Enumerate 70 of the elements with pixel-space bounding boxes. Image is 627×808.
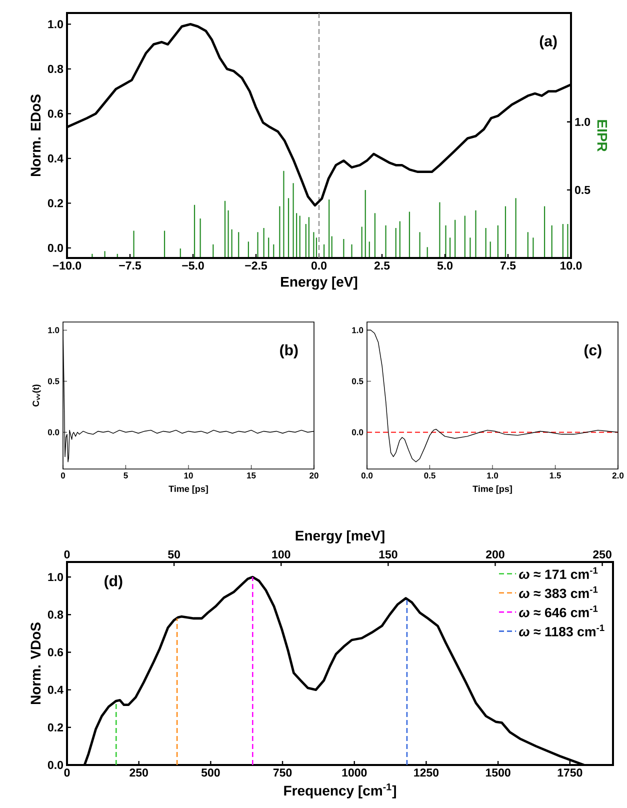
x-axis-title: Time [ps]	[168, 485, 208, 494]
x2-tick-label: 100	[272, 550, 290, 558]
x-tick-label: 250	[130, 768, 148, 777]
y2-axis-title: EIPR	[597, 120, 607, 152]
x-tick-label: 750	[273, 768, 292, 777]
x-tick-label: 5	[124, 472, 128, 478]
annotation: (c)	[584, 344, 602, 358]
x-tick-label: 10	[184, 472, 193, 479]
x2-axis-title: Energy [meV]	[296, 530, 384, 544]
annotation: (a)	[540, 35, 557, 50]
x-tick-label: 1000	[342, 768, 367, 777]
x-tick-label: 1.0	[487, 472, 498, 479]
y-tick-label: 0.4	[48, 154, 64, 162]
y-tick-label: 1.0	[48, 327, 60, 334]
legend-label: ω ≈ 171 cm$^{-1}$	[518, 567, 598, 579]
x-tick-label: 0	[64, 768, 70, 777]
x-tick-label: 1500	[486, 768, 510, 777]
x2-tick-label: 50	[168, 550, 180, 558]
annotation: (d)	[104, 575, 122, 590]
y-tick-label: 1.0	[48, 20, 63, 28]
y-tick-label: 0.2	[48, 199, 63, 208]
x-tick-label: 7.5	[500, 262, 516, 270]
y-tick-label: 1.0	[352, 327, 364, 334]
y-tick-label: 0.4	[48, 686, 64, 694]
y-tick-label: 0.0	[48, 429, 60, 436]
x-axis-title: Energy [eV]	[280, 276, 357, 290]
legend-label: ω ≈ 383 cm$^{-1}$	[518, 586, 598, 598]
x2-tick-label: 150	[379, 550, 398, 558]
legend-label: ω ≈ 1183 cm$^{-1}$	[518, 624, 604, 636]
y-tick-label: 0.5	[352, 378, 364, 384]
y-axis-title: Norm. EDoS	[30, 94, 41, 176]
x-tick-label: 1.5	[550, 472, 561, 478]
x-tick-label: 5.0	[437, 262, 452, 270]
x-tick-label: 15	[246, 472, 256, 478]
y-tick-label: 0.8	[48, 64, 63, 73]
x-tick-label: 2.0	[612, 472, 624, 479]
y-tick-label: 1.0	[48, 572, 63, 582]
y2-tick-label: 1.0	[575, 118, 590, 126]
y-tick-label: 0.6	[48, 648, 63, 656]
x-tick-label: 0.5	[424, 472, 436, 479]
x-tick-label: 20	[309, 472, 318, 479]
x-tick-label: 500	[201, 768, 220, 777]
y-tick-label: 0.8	[48, 610, 63, 619]
y-tick-label: 0.0	[352, 429, 364, 436]
x-tick-label: −7.5	[119, 262, 141, 270]
x-tick-label: 0.0	[311, 262, 326, 270]
y-axis-title: C$_{vv}$(t)	[32, 384, 41, 406]
x2-tick-label: 0	[64, 550, 70, 558]
x-tick-label: −10.0	[52, 262, 81, 270]
y-tick-label: 0.0	[48, 244, 63, 252]
x-tick-label: 0	[60, 472, 65, 479]
legend-label: ω ≈ 646 cm$^{-1}$	[518, 605, 598, 618]
x-axis-title: Frequency [cm$^{-1}$]	[284, 784, 396, 798]
y-tick-label: 0.0	[48, 760, 63, 770]
x-tick-label: 1750	[558, 768, 582, 777]
x-tick-label: −5.0	[182, 262, 204, 270]
x-tick-label: 2.5	[374, 262, 390, 270]
y-tick-label: 0.6	[48, 110, 63, 118]
y2-tick-label: 0.5	[574, 186, 590, 194]
x2-tick-label: 200	[486, 550, 504, 558]
y-tick-label: 0.2	[48, 723, 63, 732]
x-tick-label: 1250	[414, 768, 438, 777]
x-tick-label: 10.0	[560, 262, 582, 270]
x-tick-label: −2.5	[245, 262, 267, 270]
x-axis-title: Time [ps]	[472, 485, 512, 494]
x-tick-label: 0.0	[361, 472, 372, 479]
y-axis-title: Norm. VDoS	[30, 622, 41, 704]
annotation: (b)	[280, 344, 298, 358]
y-tick-label: 0.5	[48, 378, 60, 384]
x2-tick-label: 250	[592, 550, 612, 558]
